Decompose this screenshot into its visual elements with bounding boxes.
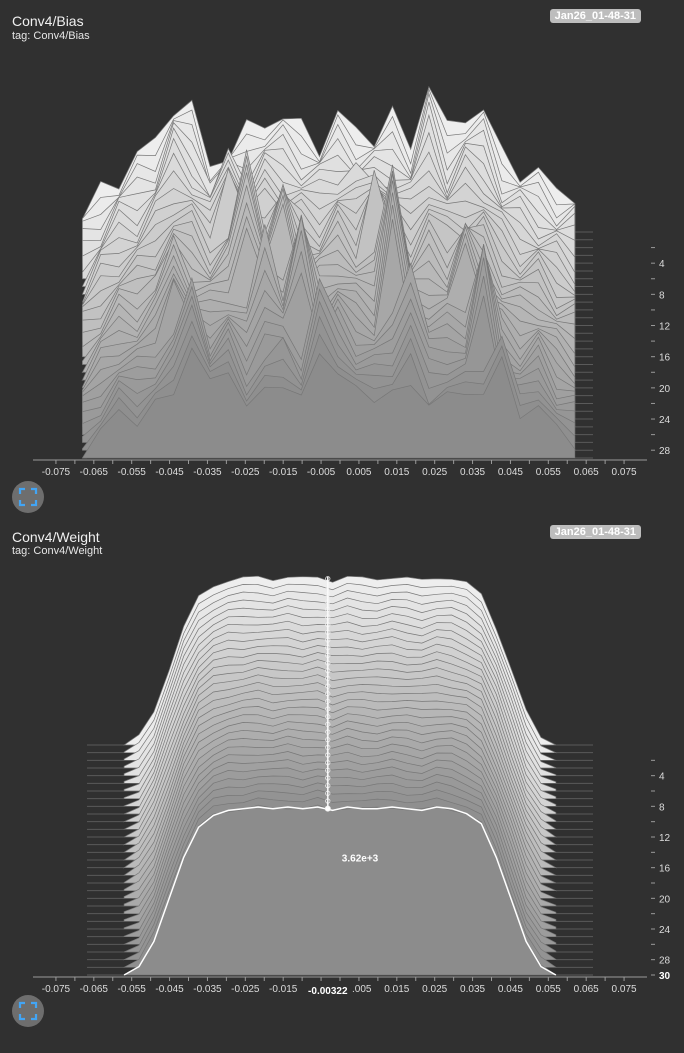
y-tick-label: 8 [659,802,665,813]
x-tick-label: 0.045 [498,984,523,995]
x-tick-label: 0.015 [384,984,409,995]
y-tick-label: 28 [659,956,671,967]
hover-value-label: 3.62e+3 [342,854,379,865]
x-tick-label: 0.055 [536,467,561,478]
expand-button[interactable] [12,481,44,513]
card-tag: tag: Conv4/Weight [12,545,103,557]
x-tick-label: 0.035 [460,984,485,995]
y-tick-label: 12 [659,322,671,333]
x-tick-label: -0.065 [80,984,109,995]
y-tick-label: 24 [659,415,671,426]
histogram-chart-bias[interactable]: -0.075 -0.065 -0.055 -0.045 -0.035 -0.025 -0.0… [0,0,684,490]
card-title: Conv4/Bias [12,13,84,29]
y-tick-label: 16 [659,353,671,364]
x-tick-label: 0.005 [346,467,371,478]
x-tick-label: -0.005 [307,467,336,478]
hover-series-outline [123,806,557,976]
x-tick-label: 0.065 [574,984,599,995]
x-tick-label: 0.045 [498,467,523,478]
run-badge: Jan26_01-48-31 [549,9,641,23]
x-tick-label: -0.075 [42,984,71,995]
y-tick-label: 16 [659,864,671,875]
x-tick-label: 0.005 [346,984,371,995]
y-tick-label: 20 [659,894,671,905]
hover-step-label: 30 [659,971,671,982]
x-tick-label: -0.025 [231,984,260,995]
y-tick-label: 4 [659,259,665,270]
x-tick-label: -0.015 [269,984,298,995]
histogram-step-29 [81,347,576,459]
x-tick-label: 0.075 [612,984,637,995]
y-tick-label: 24 [659,925,671,936]
x-tick-label: 0.035 [460,467,485,478]
run-badge: Jan26_01-48-31 [549,525,641,539]
x-tick-label: 0.055 [536,984,561,995]
x-tick-label: -0.045 [155,467,184,478]
y-tick-label: 8 [659,290,665,301]
x-tick-label: -0.075 [42,467,71,478]
x-tick-label: -0.065 [80,467,109,478]
x-tick-label: 0.025 [422,984,447,995]
y-tick-label: 12 [659,833,671,844]
y-tick-label: 28 [659,446,671,457]
histogram-card-weight: Conv4/Weight tag: Conv4/Weight Jan26_01-… [0,520,684,1053]
histogram-chart-weight[interactable]: -0.075 -0.065 -0.055 -0.045 -0.035 -0.025 -0.0… [0,520,684,1010]
expand-button[interactable] [12,995,44,1027]
hover-x-label-bg [303,983,352,997]
x-tick-label: 0.065 [574,467,599,478]
card-tag: tag: Conv4/Bias [12,30,90,42]
x-tick-label: -0.055 [118,467,147,478]
hover-x-label: -0.00322 [308,986,348,997]
x-tick-label: -0.015 [269,467,298,478]
x-tick-label: -0.055 [118,984,147,995]
fullscreen-icon [18,487,38,507]
y-tick-label: 4 [659,772,665,783]
fullscreen-icon [18,1001,38,1021]
x-tick-label: 0.015 [384,467,409,478]
x-tick-label: 0.075 [612,467,637,478]
x-tick-label: 0.025 [422,467,447,478]
x-tick-label: -0.025 [231,467,260,478]
x-tick-label: -0.035 [193,467,222,478]
y-tick-label: 20 [659,384,671,395]
x-tick-label: -0.035 [193,984,222,995]
card-title: Conv4/Weight [12,529,100,545]
histogram-card-bias: Conv4/Bias tag: Conv4/Bias Jan26_01-48-3… [0,0,684,520]
x-tick-label: -0.045 [155,984,184,995]
